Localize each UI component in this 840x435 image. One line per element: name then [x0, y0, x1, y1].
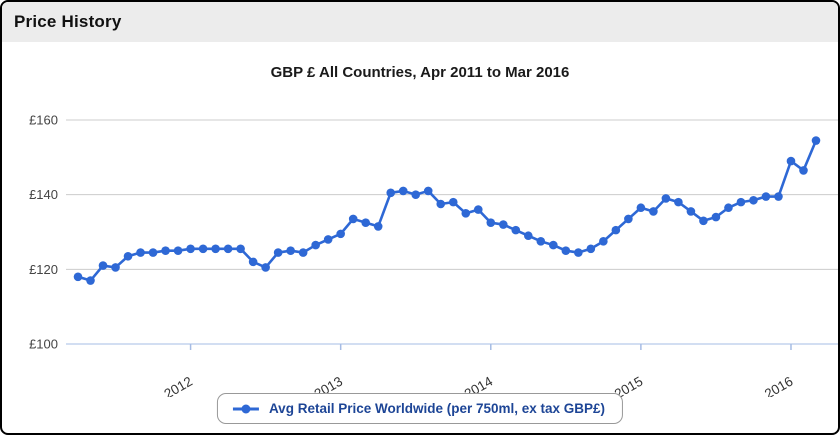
data-point[interactable] [699, 216, 708, 226]
page-title: Price History [14, 12, 122, 31]
data-point[interactable] [473, 205, 483, 214]
data-point[interactable] [586, 244, 596, 254]
data-point[interactable] [761, 192, 771, 201]
x-axis-label: 2016 [762, 374, 796, 397]
data-point[interactable] [261, 263, 270, 272]
data-point[interactable] [248, 257, 258, 267]
data-point[interactable] [786, 156, 796, 166]
data-point[interactable] [186, 244, 195, 254]
data-point[interactable] [799, 166, 808, 175]
data-point[interactable] [423, 186, 433, 196]
y-axis-label: £120 [29, 262, 58, 277]
series-marker-icon [232, 404, 259, 413]
data-point[interactable] [98, 261, 108, 270]
data-point[interactable] [549, 240, 558, 250]
data-point[interactable] [736, 197, 746, 207]
data-point[interactable] [498, 220, 508, 229]
data-point[interactable] [198, 244, 208, 254]
data-point[interactable] [649, 207, 658, 216]
data-point[interactable] [511, 225, 521, 235]
chart-title: GBP £ All Countries, Apr 2011 to Mar 201… [270, 64, 570, 81]
data-point[interactable] [636, 203, 646, 213]
data-point[interactable] [86, 276, 95, 285]
data-point[interactable] [211, 244, 220, 254]
data-point[interactable] [273, 248, 283, 257]
price-line [76, 139, 818, 282]
data-point[interactable] [361, 218, 370, 227]
data-point[interactable] [724, 203, 733, 213]
data-point[interactable] [774, 192, 783, 201]
data-point[interactable] [711, 212, 721, 222]
data-point[interactable] [373, 222, 383, 231]
data-point[interactable] [686, 207, 696, 216]
y-axis-label: £140 [29, 187, 58, 202]
data-point[interactable] [749, 195, 758, 205]
y-axis-label: £160 [29, 113, 58, 128]
legend: Avg Retail Price Worldwide (per 750ml, e… [216, 393, 624, 424]
data-point[interactable] [624, 214, 633, 224]
data-point[interactable] [173, 246, 183, 255]
data-point[interactable] [236, 244, 245, 254]
data-point[interactable] [286, 246, 295, 255]
data-point[interactable] [811, 136, 821, 145]
data-point[interactable] [561, 246, 571, 255]
data-point[interactable] [386, 188, 396, 198]
data-point[interactable] [536, 237, 546, 246]
data-point[interactable] [348, 214, 358, 224]
data-point[interactable] [111, 263, 120, 272]
data-point[interactable] [611, 225, 621, 235]
data-point[interactable] [311, 240, 320, 250]
data-point[interactable] [161, 246, 170, 255]
x-axis-label: 2012 [162, 374, 196, 397]
data-point[interactable] [436, 199, 446, 209]
data-point[interactable] [123, 251, 133, 261]
data-point[interactable] [461, 209, 471, 218]
data-point[interactable] [674, 197, 683, 207]
data-point[interactable] [336, 229, 345, 239]
data-point[interactable] [486, 218, 496, 227]
data-point[interactable] [574, 248, 583, 257]
data-point[interactable] [599, 237, 608, 246]
data-point[interactable] [411, 190, 421, 199]
y-axis-label: £100 [29, 337, 58, 352]
data-point[interactable] [323, 235, 333, 244]
data-point[interactable] [148, 248, 158, 257]
data-point[interactable] [661, 194, 671, 203]
card-header: Price History [2, 2, 838, 42]
data-point[interactable] [448, 197, 458, 207]
data-point[interactable] [73, 272, 83, 282]
data-point[interactable] [136, 248, 145, 257]
legend-label: Avg Retail Price Worldwide (per 750ml, e… [268, 401, 606, 416]
data-point[interactable] [524, 231, 533, 241]
data-point[interactable] [223, 244, 233, 254]
data-point[interactable] [398, 186, 408, 196]
data-point[interactable] [298, 248, 308, 257]
